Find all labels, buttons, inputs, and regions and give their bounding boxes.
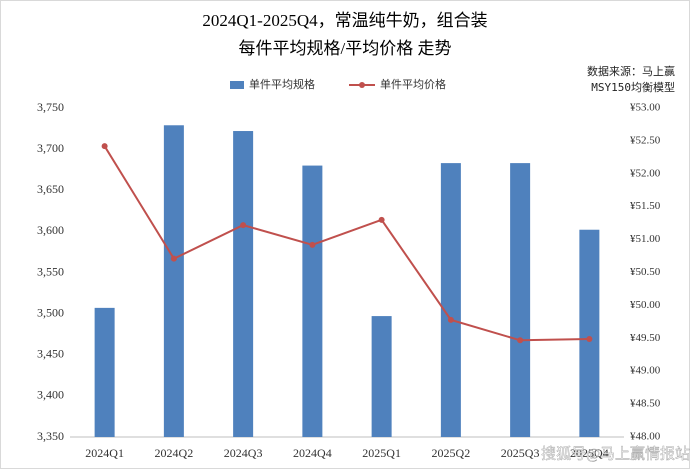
- line-point: [170, 255, 177, 262]
- model-note: MSY150均衡模型: [591, 80, 675, 94]
- line: [103, 145, 590, 342]
- bar: [163, 125, 184, 438]
- y2-tick-label: ¥48.50: [630, 398, 661, 410]
- source-note: 数据来源：马上赢: [587, 64, 675, 78]
- y-tick-label: 3,550: [37, 264, 64, 278]
- line-point: [101, 143, 108, 150]
- bar: [579, 229, 600, 437]
- chart-title: 2024Q1-2025Q4，常温纯牛奶，组合装: [202, 11, 487, 30]
- y2-tick-label: ¥49.50: [630, 332, 661, 344]
- line-point: [240, 222, 247, 229]
- legend-label: 单件平均价格: [380, 77, 446, 91]
- watermark: 搜狐号@马上赢情报站: [541, 445, 690, 462]
- bar: [302, 165, 323, 437]
- bar: [233, 131, 254, 437]
- bar: [94, 307, 115, 437]
- x-tick-label: 2024Q2: [155, 446, 194, 460]
- y2-tick-label: ¥48.00: [630, 431, 661, 443]
- y-tick-label: 3,650: [37, 182, 64, 196]
- y-tick-label: 3,500: [37, 305, 64, 319]
- legend-label: 单件平均规格: [249, 77, 315, 91]
- x-tick-label: 2024Q4: [293, 446, 332, 460]
- y2-tick-label: ¥52.50: [630, 134, 661, 146]
- legend-swatch: [359, 82, 365, 88]
- legend-swatch: [230, 81, 244, 89]
- y-tick-label: 3,350: [37, 429, 64, 443]
- bar: [371, 316, 392, 437]
- x-tick-label: 2024Q3: [224, 446, 263, 460]
- y2-tick-label: ¥50.50: [630, 266, 661, 278]
- y2-tick-label: ¥52.00: [630, 167, 661, 179]
- bar: [440, 163, 461, 438]
- y2-tick-label: ¥49.00: [630, 365, 661, 377]
- line-point: [309, 241, 316, 248]
- y-tick-label: 3,700: [37, 141, 64, 155]
- x-tick-label: 2025Q1: [362, 446, 401, 460]
- y2-tick-label: ¥53.00: [630, 102, 661, 114]
- line-point: [517, 337, 524, 344]
- line-point: [378, 216, 385, 223]
- x-tick-label: 2025Q4: [570, 446, 609, 460]
- chart-subtitle: 每件平均规格/平均价格 走势: [239, 39, 452, 58]
- x-tick-label: 2025Q3: [501, 446, 540, 460]
- y-tick-label: 3,600: [37, 223, 64, 237]
- y2-tick-label: ¥51.00: [630, 233, 661, 245]
- y2-tick-label: ¥50.00: [630, 299, 661, 311]
- x-tick-label: 2024Q1: [85, 446, 124, 460]
- line-point: [586, 335, 593, 342]
- y-tick-label: 3,750: [37, 100, 64, 114]
- x-tick-label: 2025Q2: [432, 446, 471, 460]
- line-point: [447, 316, 454, 323]
- bar: [510, 163, 531, 438]
- y-tick-label: 3,400: [37, 388, 64, 402]
- y-tick-label: 3,450: [37, 347, 64, 361]
- y2-tick-label: ¥51.50: [630, 200, 661, 212]
